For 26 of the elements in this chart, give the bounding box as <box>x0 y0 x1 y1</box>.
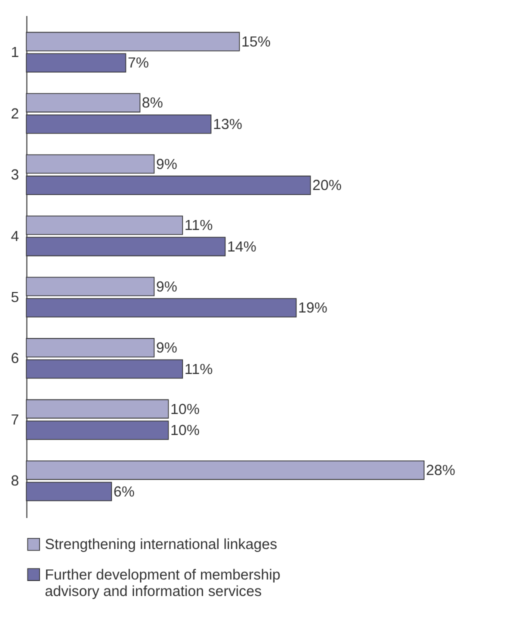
data-label: 15% <box>241 34 271 50</box>
y-tick-label: 4 <box>10 228 20 245</box>
data-label: 9% <box>156 279 178 296</box>
y-tick-label: 7 <box>10 412 20 428</box>
y-tick-label: 6 <box>10 351 20 368</box>
y-tick-label: 2 <box>10 106 20 122</box>
data-label: 20% <box>312 178 342 194</box>
data-label: 11% <box>184 362 213 378</box>
data-label: 13% <box>212 116 242 133</box>
data-label: 14% <box>227 239 256 256</box>
data-label: 6% <box>114 484 135 500</box>
data-label: 7% <box>128 56 149 72</box>
data-label: 9% <box>156 340 178 357</box>
legend-label: Further development of membership advisory and information services <box>44 567 280 600</box>
data-label: 10% <box>170 423 200 440</box>
data-label: 28% <box>426 463 456 480</box>
data-label: 8% <box>142 96 164 112</box>
y-tick-label: 3 <box>10 168 20 184</box>
data-label: 10% <box>170 402 200 418</box>
y-tick-label: 5 <box>10 290 20 306</box>
y-tick-label: 8 <box>10 474 20 490</box>
legend-label: Strengthening international linkages <box>44 537 278 554</box>
y-tick-label: 1 <box>10 45 20 62</box>
data-label: 19% <box>298 300 328 317</box>
data-label: 9% <box>156 156 178 173</box>
data-label: 11% <box>184 218 213 234</box>
